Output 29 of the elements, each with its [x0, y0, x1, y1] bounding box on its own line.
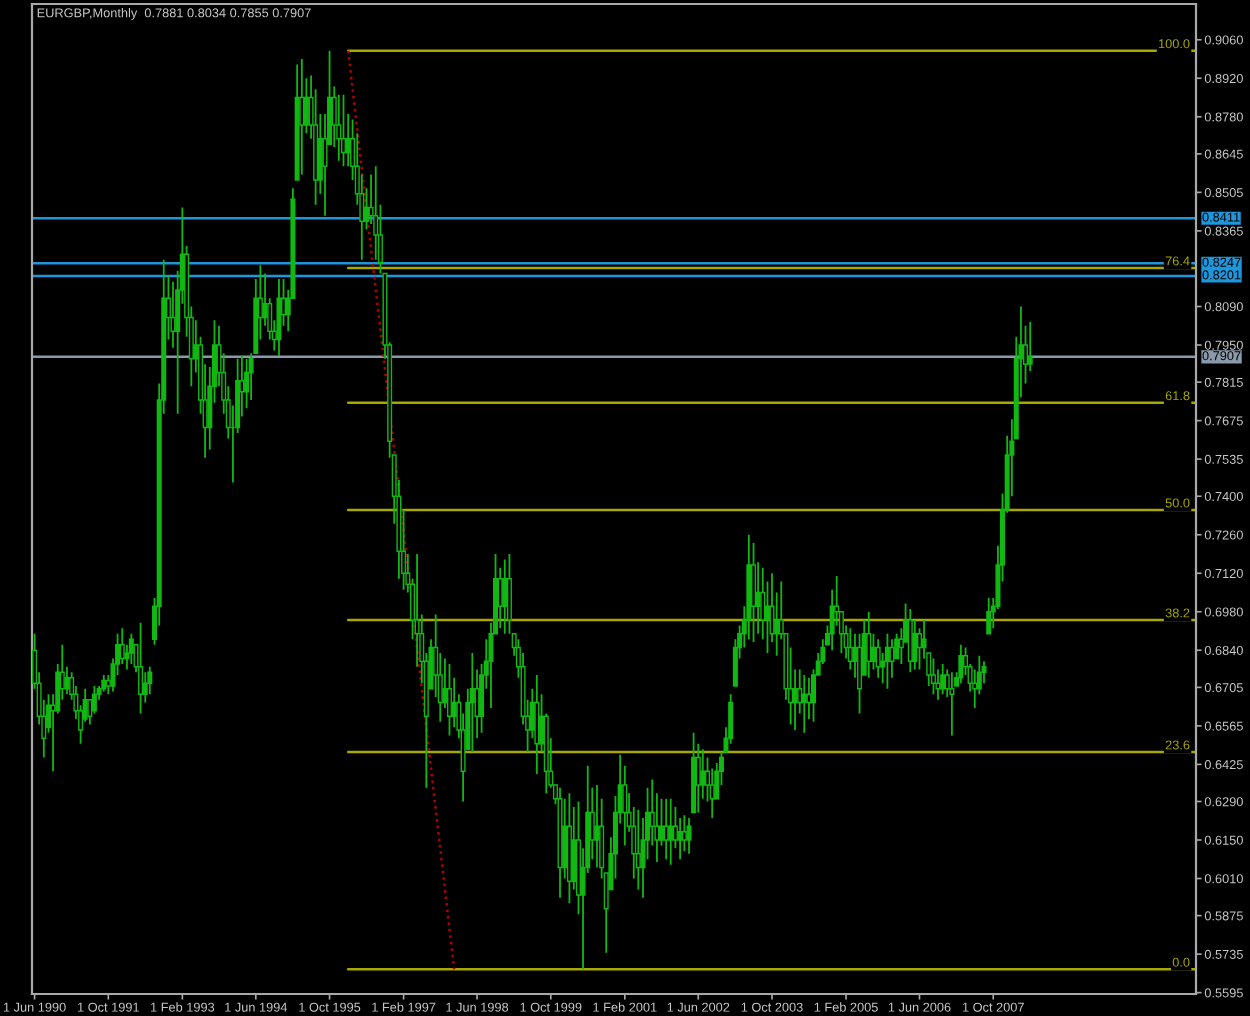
- candlestick: [147, 665, 153, 696]
- candlestick: [446, 663, 452, 737]
- candlestick: [128, 632, 134, 665]
- candlestick: [686, 817, 692, 855]
- candlestick: [502, 558, 508, 635]
- candlestick: [635, 808, 641, 891]
- candlestick: [91, 685, 97, 715]
- candlestick: [751, 542, 757, 643]
- candlestick: [930, 657, 936, 696]
- candlestick: [668, 797, 674, 866]
- candlestick: [244, 357, 250, 410]
- candlestick: [958, 643, 964, 685]
- candlestick: [728, 693, 734, 745]
- candlestick: [986, 597, 992, 635]
- candlestick: [138, 621, 144, 715]
- candlestick: [681, 814, 687, 852]
- candlestick: [336, 93, 342, 162]
- candlestick: [811, 668, 816, 723]
- candlestick: [866, 610, 872, 679]
- candlestick: [534, 674, 540, 775]
- candlestick: [949, 671, 955, 737]
- candlestick: [917, 627, 922, 671]
- candlestick: [857, 632, 863, 715]
- candlestick: [340, 93, 346, 168]
- candlestick: [940, 663, 946, 696]
- candlestick: [276, 278, 282, 357]
- candlestick: [469, 652, 475, 753]
- candlestick: [875, 638, 881, 679]
- candlestick: [299, 58, 305, 176]
